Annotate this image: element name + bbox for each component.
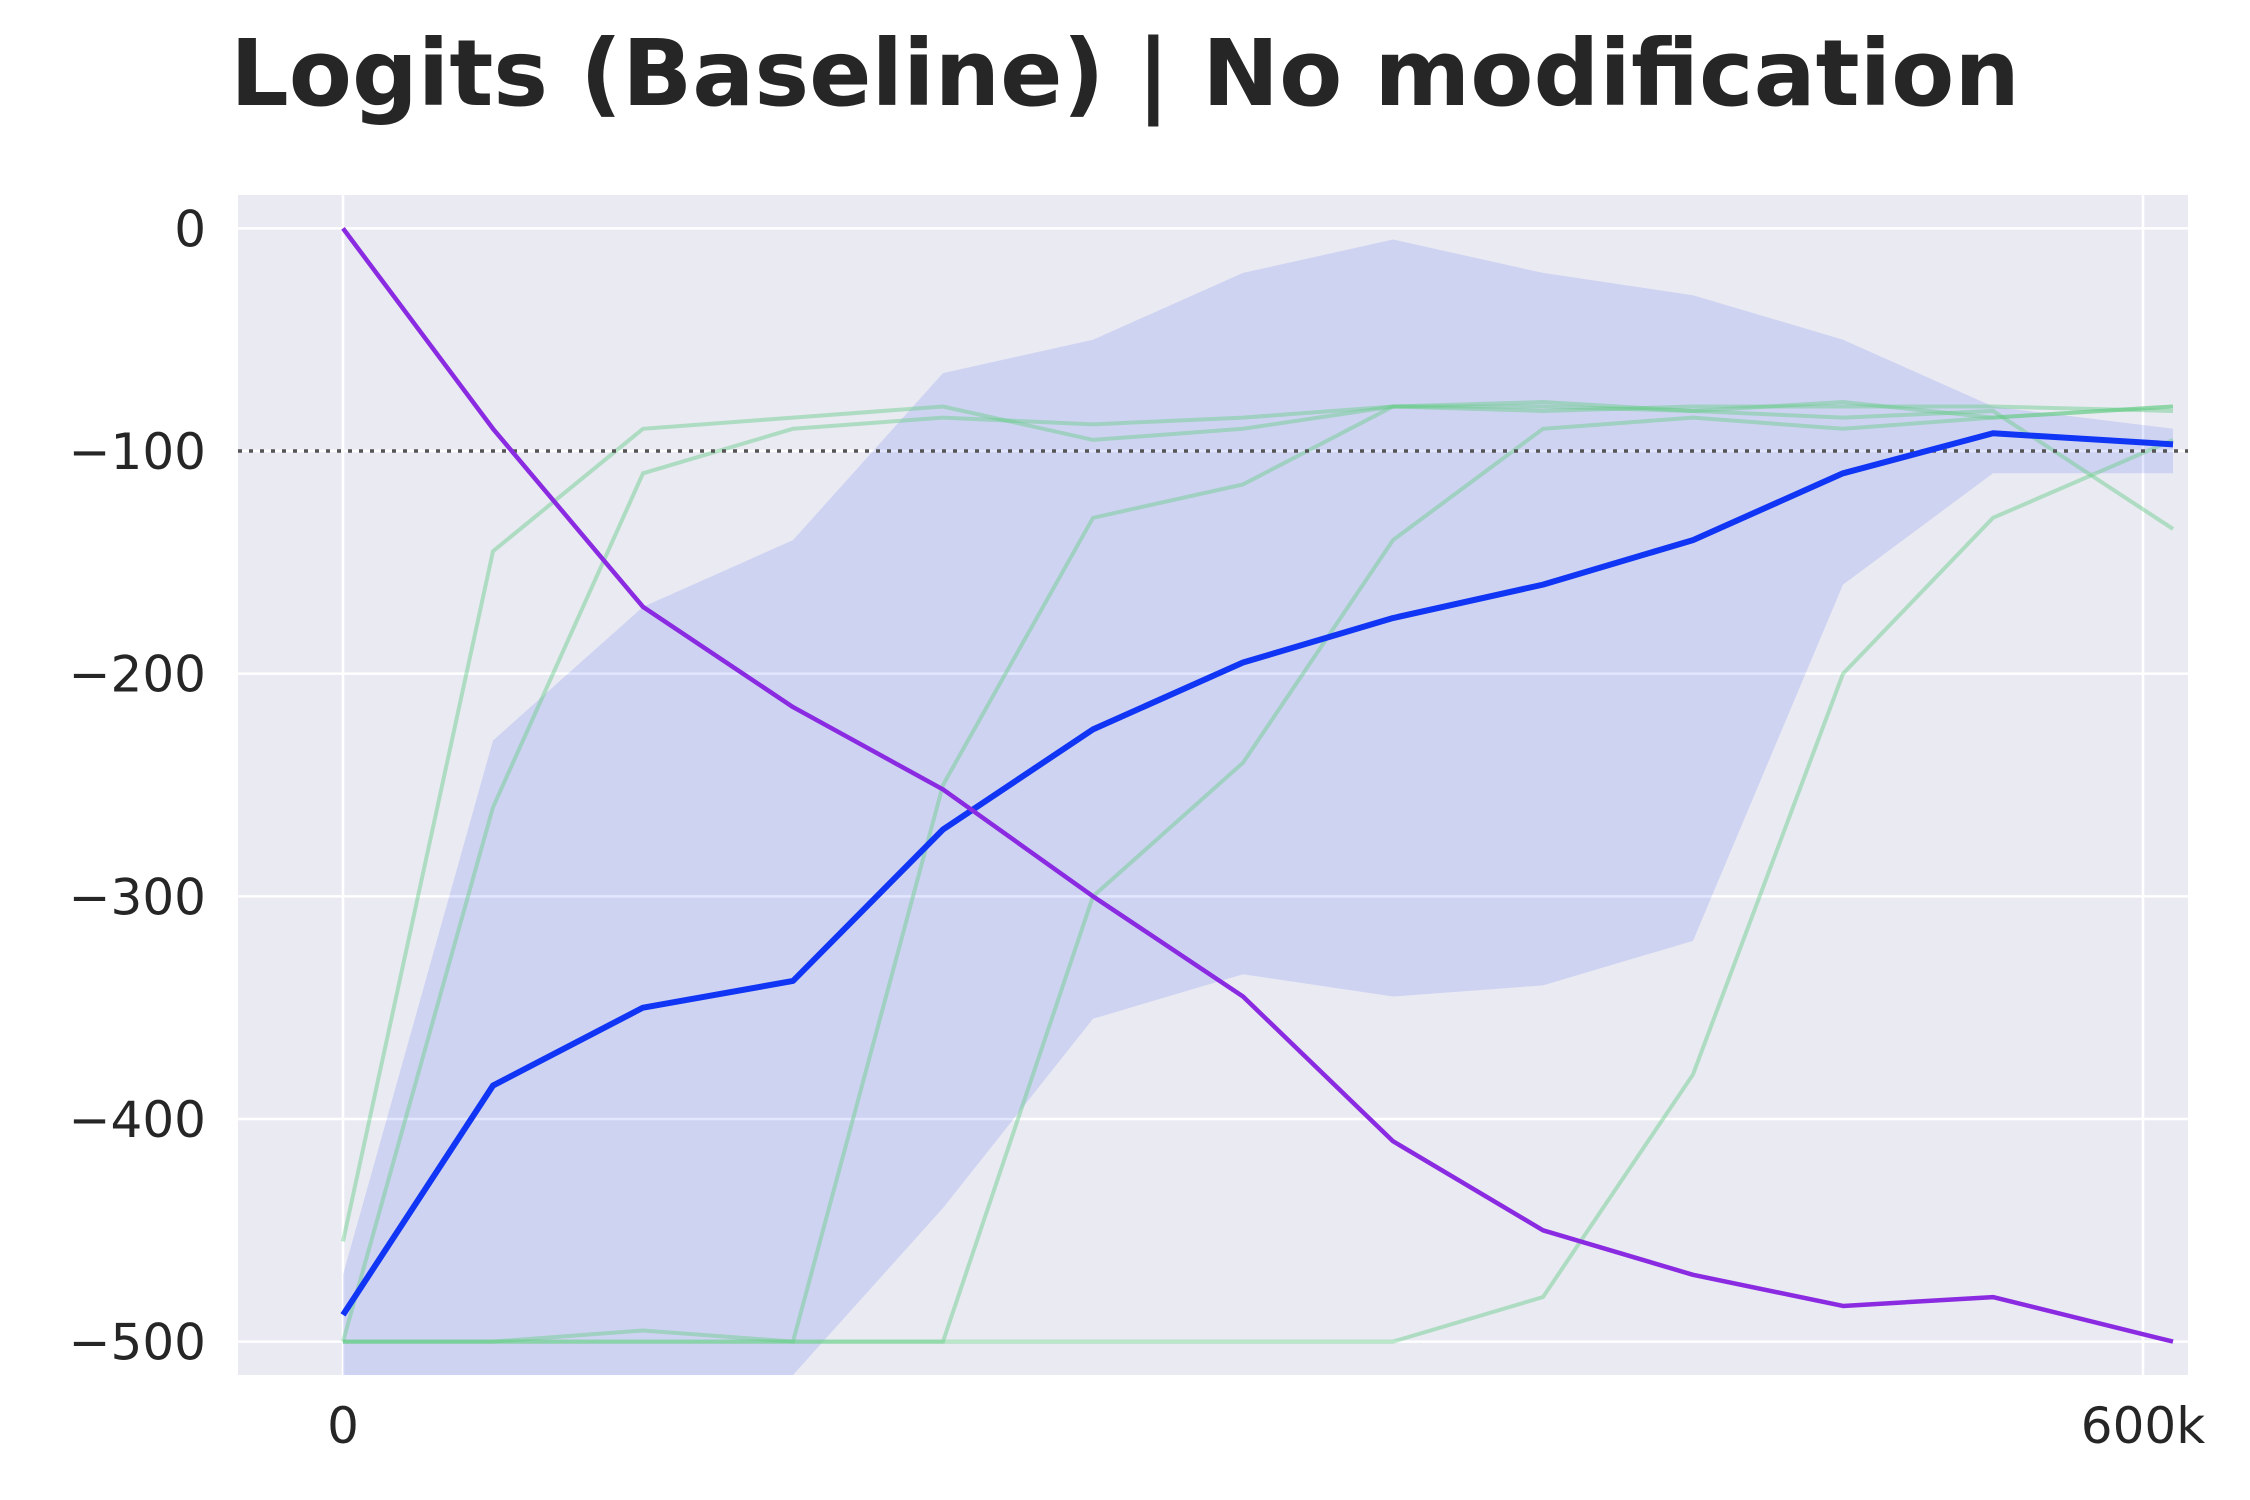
run-line-1 bbox=[341, 404, 2174, 1242]
series-line-2 bbox=[341, 227, 2174, 1344]
series-line-1 bbox=[340, 430, 2174, 1317]
run-line-5 bbox=[343, 438, 2174, 1344]
run-line-2 bbox=[341, 400, 2175, 1343]
y-tick-label: −500 bbox=[69, 1314, 206, 1372]
x-tick-labels: 0 600k bbox=[327, 1397, 2205, 1455]
y-tick-label: 0 bbox=[174, 200, 206, 258]
y-tick-label: −100 bbox=[69, 423, 206, 481]
y-tick-label: −300 bbox=[69, 868, 206, 926]
y-tick-label: −200 bbox=[69, 646, 206, 704]
y-tick-label: −400 bbox=[69, 1091, 206, 1149]
run-line-3 bbox=[343, 400, 2174, 1344]
chart-title: Logits (Baseline) | No modification bbox=[230, 20, 2020, 127]
x-tick-label: 600k bbox=[2081, 1397, 2205, 1455]
confidence-band bbox=[343, 239, 2173, 1375]
run-line-4 bbox=[343, 404, 2174, 1344]
series-band bbox=[343, 239, 2173, 1375]
series-lines bbox=[340, 227, 2174, 1344]
plot-background bbox=[238, 195, 2188, 1375]
y-tick-labels: 0 −100 −200 −300 −400 −500 bbox=[69, 200, 206, 1371]
individual-runs bbox=[341, 400, 2175, 1344]
x-tick-label: 0 bbox=[327, 1397, 359, 1455]
